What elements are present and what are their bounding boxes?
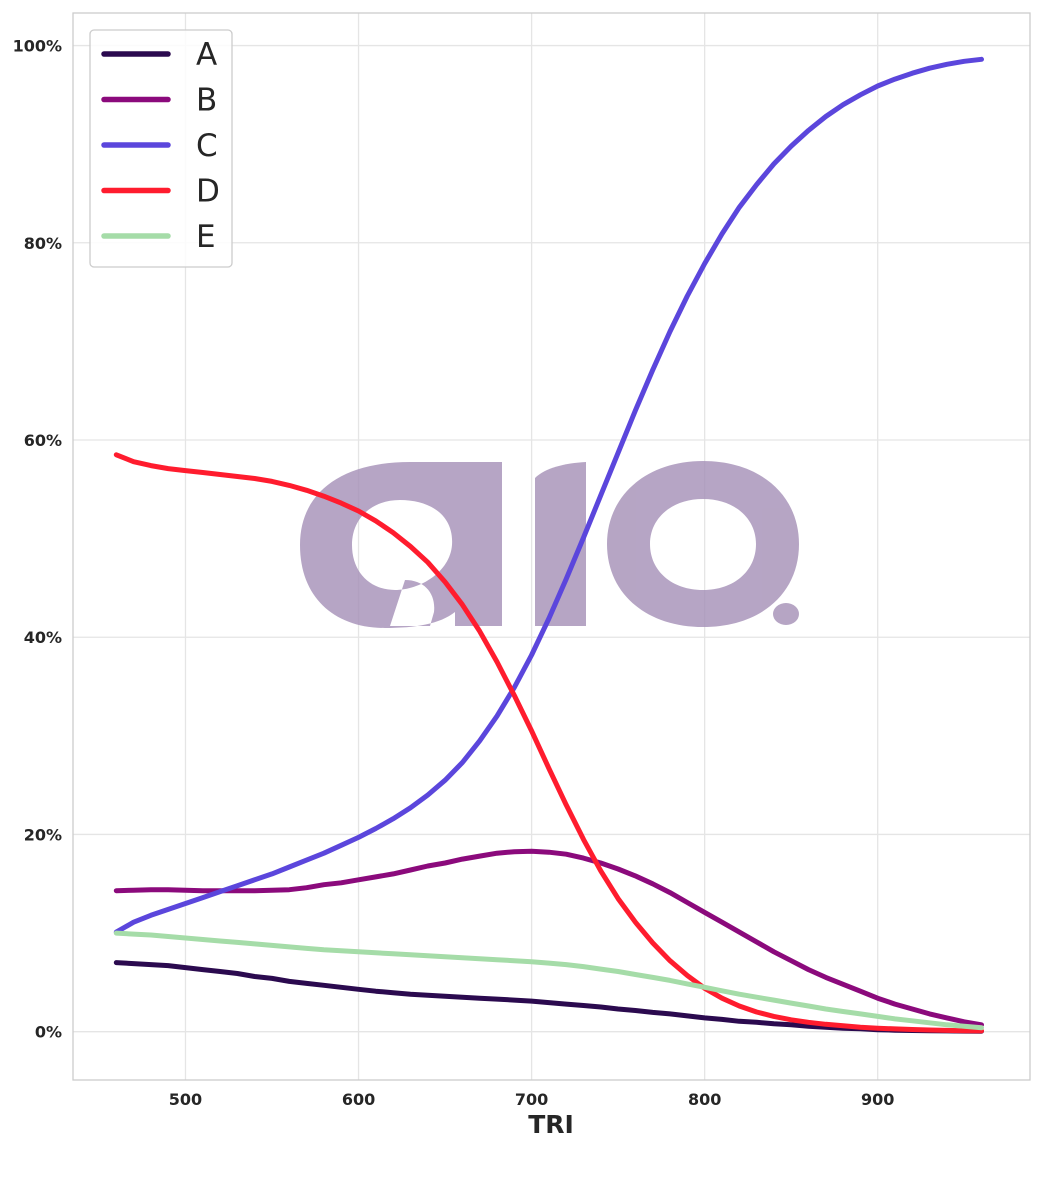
series-line-b bbox=[113, 848, 984, 1028]
aio-logo-letter-o bbox=[607, 461, 799, 627]
x-tick-labels: 500 600 700 800 900 bbox=[169, 1090, 895, 1109]
x-tick-label: 800 bbox=[688, 1090, 721, 1109]
y-tick-label: 20% bbox=[24, 825, 62, 844]
series-line-a bbox=[113, 960, 984, 1034]
y-tick-label: 0% bbox=[35, 1023, 62, 1042]
x-tick-label: 700 bbox=[515, 1090, 548, 1109]
y-tick-label: 60% bbox=[24, 431, 62, 450]
series-line-d bbox=[113, 452, 984, 1034]
x-axis-title: TRI bbox=[528, 1110, 574, 1139]
aio-logo-dot bbox=[773, 603, 799, 625]
legend-label-c: C bbox=[196, 128, 218, 164]
y-tick-label: 80% bbox=[24, 234, 62, 253]
series-line-e bbox=[113, 930, 984, 1031]
legend-label-e: E bbox=[196, 219, 216, 255]
y-tick-labels: 0% 20% 40% 60% 80% 100% bbox=[13, 37, 62, 1042]
legend-label-d: D bbox=[196, 174, 220, 210]
x-tick-label: 500 bbox=[169, 1090, 202, 1109]
y-tick-label: 100% bbox=[13, 37, 62, 56]
series-line-c bbox=[113, 56, 984, 935]
legend-label-b: B bbox=[196, 83, 217, 119]
legend-label-a: A bbox=[196, 37, 217, 73]
y-tick-label: 40% bbox=[24, 628, 62, 647]
series-lines bbox=[113, 56, 984, 1034]
aio-logo-letter-i bbox=[535, 462, 586, 626]
plot-frame bbox=[72, 12, 1031, 1081]
legend-box bbox=[89, 29, 233, 268]
x-tick-label: 900 bbox=[861, 1090, 894, 1109]
x-tick-label: 600 bbox=[342, 1090, 375, 1109]
grid bbox=[73, 13, 1030, 1080]
